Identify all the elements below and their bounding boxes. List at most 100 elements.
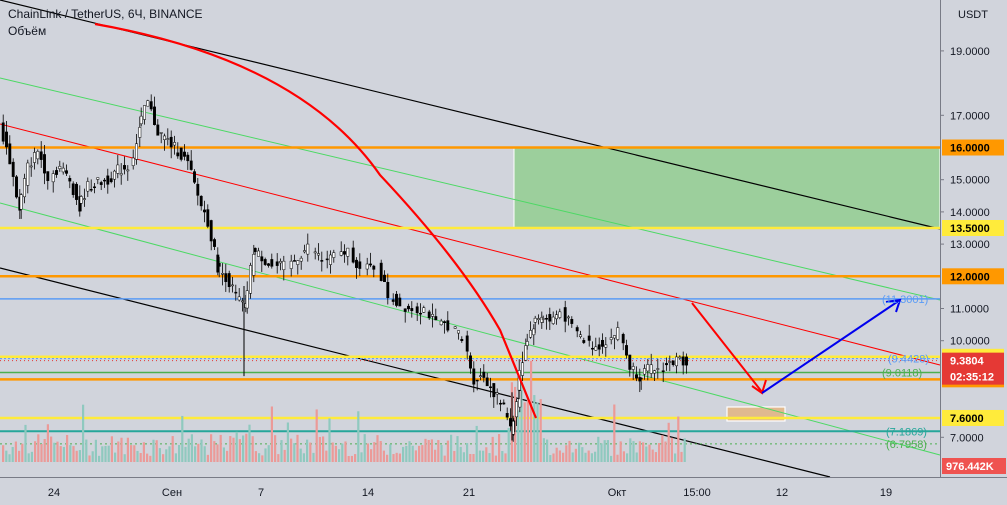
candle-body	[675, 356, 678, 367]
annotation-label-3: (7.1869)	[886, 426, 927, 438]
volume-bar	[110, 436, 113, 462]
volume-bar	[488, 453, 491, 462]
volume-bar	[293, 443, 296, 462]
candle-body	[502, 402, 506, 405]
volume-bar	[107, 445, 110, 462]
candle-body	[631, 366, 635, 370]
volume-bar	[552, 453, 555, 462]
volume-bar	[674, 453, 677, 462]
candle-body	[313, 251, 317, 254]
candle-body	[106, 175, 110, 185]
volume-bar	[238, 439, 241, 462]
chart-legend: ChainLink / TetherUS, 6Ч, BINANCE Объём	[8, 6, 203, 40]
volume-bar	[350, 455, 353, 462]
volume-bar	[450, 434, 453, 462]
candle-body	[196, 183, 200, 196]
candle-body	[601, 339, 604, 347]
candle-body	[395, 293, 398, 306]
volume-bar	[478, 450, 481, 462]
candle-body	[415, 306, 419, 314]
candle-body	[505, 413, 509, 418]
volume-bar	[347, 455, 350, 462]
candle-body	[533, 317, 537, 323]
price-axis[interactable]	[940, 0, 1007, 505]
volume-bar	[315, 409, 318, 462]
volume-bar	[555, 447, 558, 462]
volume-bar	[517, 410, 520, 462]
candle-body	[646, 364, 650, 372]
volume-bar	[594, 451, 597, 462]
volume-bar	[242, 435, 245, 462]
candle-body	[383, 274, 386, 283]
volume-bar	[258, 453, 261, 462]
candle-body	[289, 260, 293, 269]
volume-bar	[62, 446, 65, 462]
volume-bar	[542, 438, 545, 462]
volume-bar	[203, 446, 206, 462]
candle-body	[575, 327, 579, 332]
candle-body	[391, 299, 395, 302]
volume-bar	[539, 399, 542, 462]
volume-bar	[318, 436, 321, 462]
trend-line-red	[0, 123, 941, 366]
candle-body	[149, 101, 153, 110]
volume-bar	[5, 450, 8, 462]
volume-bar	[370, 449, 373, 462]
volume-bar	[232, 437, 235, 462]
volume-bar	[69, 445, 72, 462]
volume-bar	[296, 434, 299, 462]
level-badge-1	[942, 220, 1004, 236]
volume-bar	[616, 454, 619, 462]
candle-body	[303, 250, 306, 253]
candle-body	[525, 341, 529, 346]
candle-body	[339, 251, 343, 256]
candle-body	[489, 386, 492, 389]
volume-bar	[504, 453, 507, 462]
candle-body	[582, 340, 586, 343]
volume-bar	[533, 395, 536, 462]
volume-bar	[638, 441, 641, 462]
candle-body	[245, 290, 249, 309]
candle-body	[138, 127, 142, 138]
candle-body	[594, 346, 598, 351]
candle-body	[661, 370, 665, 373]
volume-bar	[610, 455, 613, 462]
x-tick-label-2: 7	[258, 487, 264, 499]
y-tick-label-7: 19.0000	[950, 46, 990, 58]
volume-bar	[584, 452, 587, 462]
volume-bar	[2, 445, 5, 462]
volume-bar	[216, 444, 219, 462]
volume-bar	[526, 399, 529, 462]
candle-body	[386, 281, 390, 299]
volume-bar	[155, 440, 158, 462]
candle-body	[351, 247, 355, 263]
candle-body	[15, 176, 18, 198]
candle-body	[649, 364, 653, 374]
volume-bar	[338, 449, 341, 462]
volume-bar	[8, 454, 11, 462]
candle-body	[320, 260, 324, 262]
annotation-label-0: (11.3001)	[882, 294, 928, 306]
candle-body	[5, 131, 8, 148]
volume-bar	[264, 448, 267, 462]
volume-bar	[261, 455, 264, 462]
volume-bar	[187, 438, 190, 462]
volume-bar	[226, 450, 229, 462]
time-axis[interactable]	[0, 477, 1007, 505]
candle-body	[469, 355, 472, 369]
volume-bar	[126, 437, 129, 462]
level-badge-label-5: 7.6000	[950, 413, 984, 425]
volume-bar	[40, 443, 43, 462]
volume-bar	[309, 442, 312, 462]
volume-bar	[222, 447, 225, 462]
volume-bar	[562, 452, 565, 462]
candle-body	[139, 115, 143, 125]
candle-body	[446, 320, 450, 331]
candle-body	[515, 401, 518, 418]
forecast-arrow-up	[761, 299, 901, 394]
volume-bar	[146, 453, 149, 462]
candle-body	[472, 368, 476, 385]
volume-bar	[270, 406, 273, 462]
